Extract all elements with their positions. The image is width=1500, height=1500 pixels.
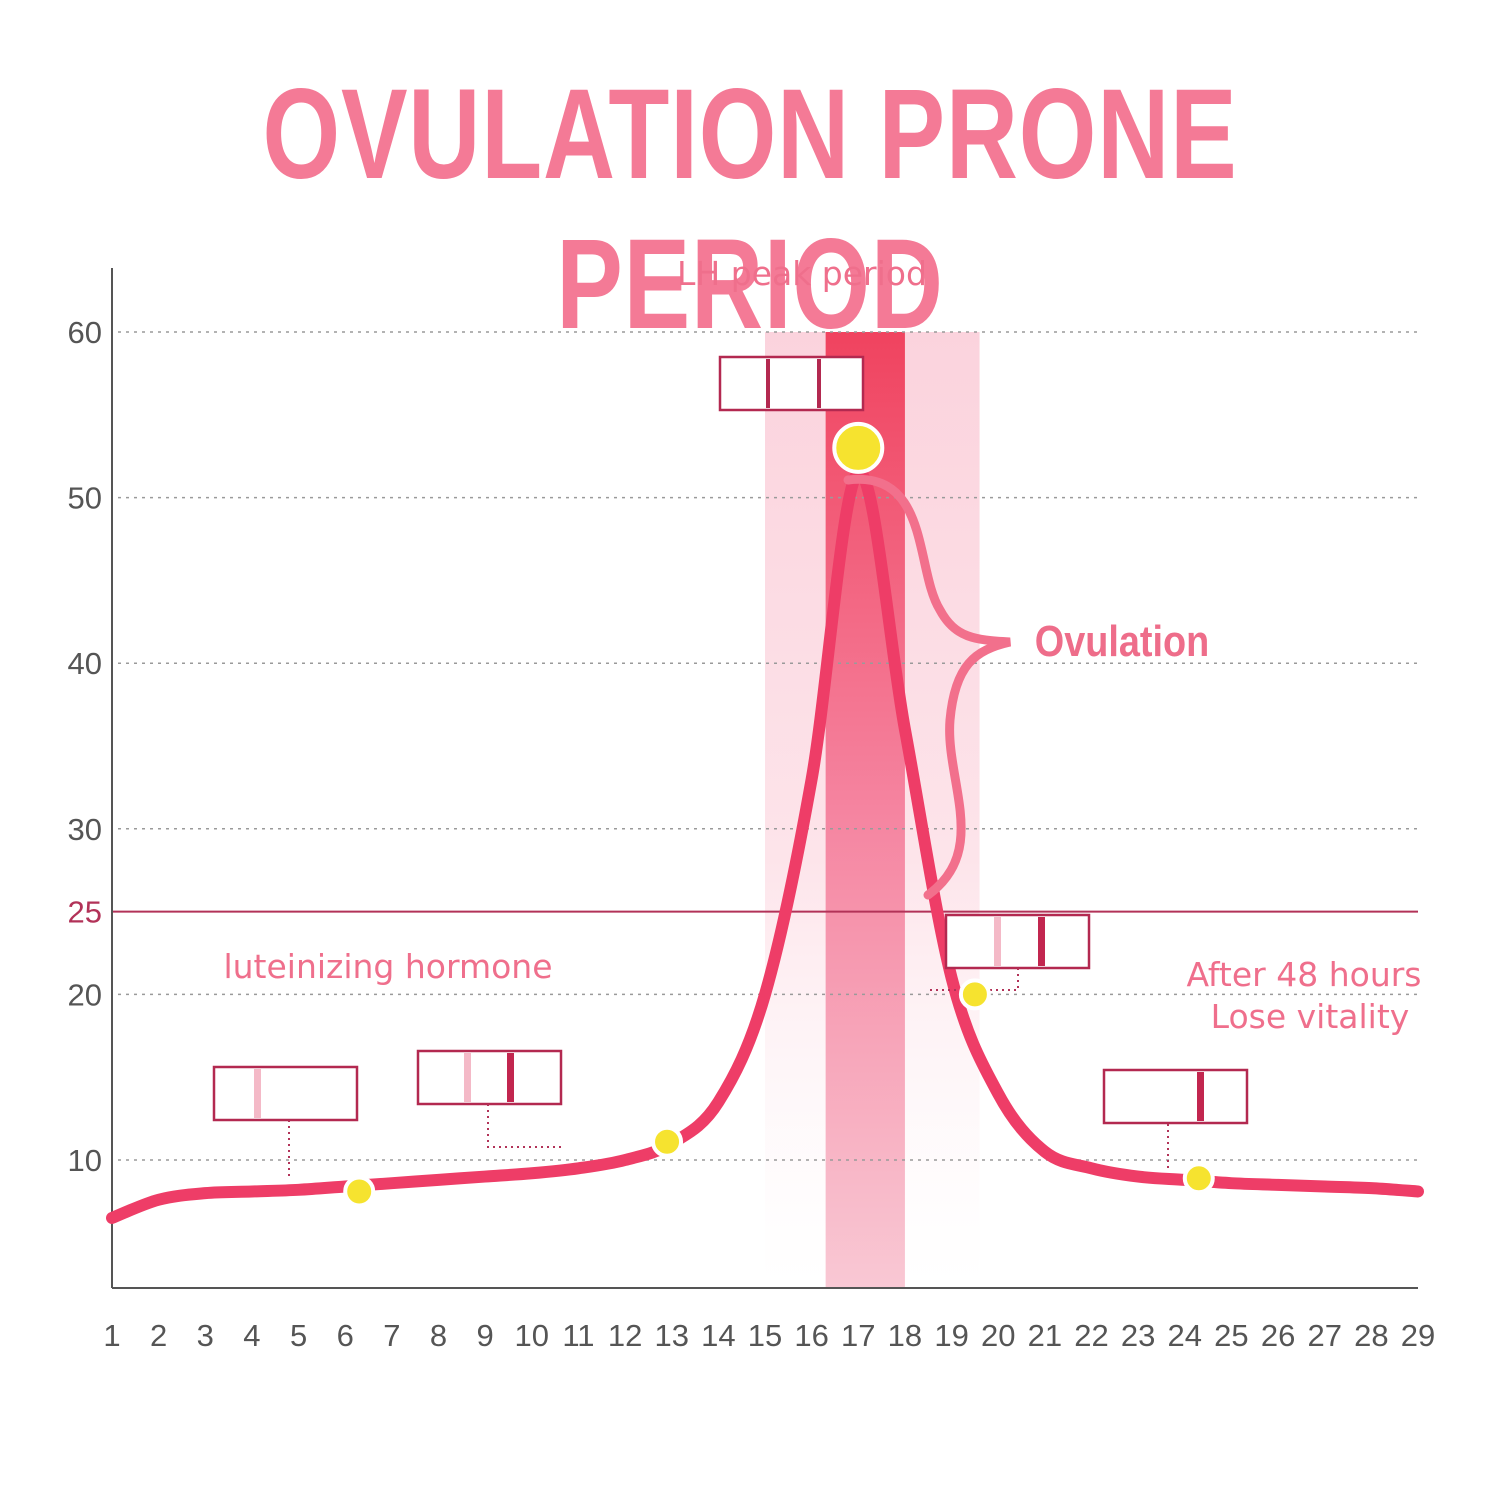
y-tick-label: 30	[68, 812, 102, 847]
x-tick-label: 18	[888, 1318, 922, 1353]
x-tick-label: 8	[430, 1318, 447, 1353]
data-marker	[958, 978, 991, 1011]
after-48-hours-label: After 48 hours	[1187, 955, 1422, 994]
x-tick-label: 17	[841, 1318, 875, 1353]
leader-day13	[487, 1104, 562, 1148]
test-strip-peak	[718, 355, 865, 412]
test-strip-frame	[416, 1049, 563, 1106]
test-strip-frame	[1102, 1068, 1249, 1125]
test-strip-day20	[944, 913, 1091, 970]
x-tick-label: 19	[934, 1318, 968, 1353]
test-strip-line	[464, 1053, 471, 1102]
page-title: OVULATION PRONE PERIOD	[262, 63, 1238, 356]
series-label: luteinizing hormone	[223, 947, 552, 986]
data-marker	[1182, 1162, 1215, 1195]
x-tick-label: 15	[748, 1318, 782, 1353]
x-tick-label: 4	[243, 1318, 260, 1353]
x-tick-label: 25	[1214, 1318, 1248, 1353]
x-tick-label: 10	[515, 1318, 549, 1353]
test-strip-frame	[212, 1065, 359, 1122]
x-tick-label: 11	[562, 1318, 594, 1353]
x-tick-label: 22	[1074, 1318, 1108, 1353]
lh-peak-label: LH peak period	[677, 254, 927, 293]
lose-vitality-label: Lose vitality	[1211, 997, 1410, 1036]
x-tick-label: 16	[794, 1318, 828, 1353]
y-tick-label: 50	[68, 481, 102, 516]
x-tick-label: 6	[337, 1318, 354, 1353]
x-tick-label: 14	[701, 1318, 735, 1353]
leader-day20	[930, 968, 1019, 991]
y-tick-label: 40	[68, 646, 102, 681]
test-strip-line	[766, 359, 770, 408]
test-strip-line	[254, 1069, 261, 1118]
x-tick-label: 20	[981, 1318, 1015, 1353]
test-strip-day13	[416, 1049, 563, 1106]
y-tick-label: 60	[68, 315, 102, 350]
x-tick-label: 9	[477, 1318, 494, 1353]
x-tick-label: 24	[1168, 1318, 1202, 1353]
x-tick-label: 12	[608, 1318, 642, 1353]
data-marker	[651, 1125, 684, 1158]
ovulation-brace	[843, 474, 1012, 900]
x-tick-label: 23	[1121, 1318, 1155, 1353]
test-strip-line	[1197, 1072, 1204, 1121]
x-tick-label: 21	[1028, 1318, 1062, 1353]
ovulation-label: Ovulation	[1035, 616, 1209, 665]
x-tick-label: 13	[654, 1318, 688, 1353]
x-tick-label: 2	[150, 1318, 167, 1353]
x-tick-label: 5	[290, 1318, 307, 1353]
x-tick-label: 7	[383, 1318, 400, 1353]
test-strip-line	[994, 917, 1001, 966]
x-tick-label: 28	[1354, 1318, 1388, 1353]
test-strip-line	[817, 359, 821, 408]
x-tick-label: 1	[103, 1318, 120, 1353]
y-tick-label: 10	[68, 1143, 102, 1178]
data-marker	[343, 1175, 376, 1208]
test-strip-line	[507, 1053, 514, 1102]
test-strip-frame	[944, 913, 1091, 970]
test-strip-day6	[212, 1065, 359, 1122]
data-marker	[832, 421, 885, 474]
x-tick-label: 27	[1307, 1318, 1341, 1353]
threshold-label: 25	[68, 895, 102, 930]
x-tick-label: 3	[197, 1318, 214, 1353]
x-tick-label: 29	[1401, 1318, 1435, 1353]
x-tick-label: 26	[1261, 1318, 1295, 1353]
test-strip-frame	[718, 355, 865, 412]
y-tick-label: 20	[68, 977, 102, 1012]
test-strip-day24	[1102, 1068, 1249, 1125]
test-strip-line	[1038, 917, 1045, 966]
